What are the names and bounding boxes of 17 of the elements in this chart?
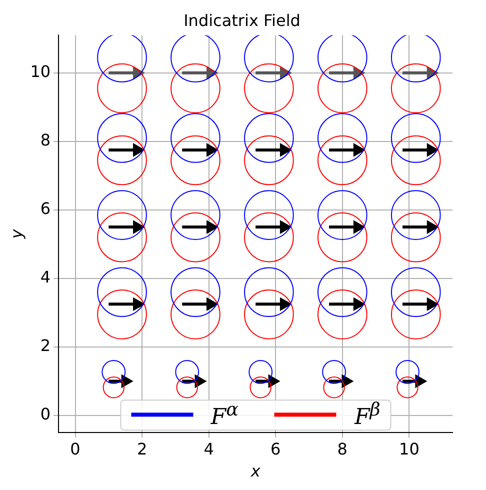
y-axis-title: y bbox=[6, 228, 26, 240]
y-tick-label: 0 bbox=[40, 404, 51, 424]
chart-title: Indicatrix Field bbox=[184, 10, 300, 30]
y-tick-label: 6 bbox=[40, 199, 51, 218]
x-axis-title: x bbox=[250, 462, 261, 481]
x-tick-label: 8 bbox=[337, 439, 348, 458]
x-tick-label: 6 bbox=[270, 439, 281, 458]
y-tick-label: 8 bbox=[40, 130, 51, 150]
x-tick-label: 0 bbox=[70, 439, 80, 458]
legend-label: F$^{α}$ bbox=[210, 399, 238, 430]
y-tick-label: 10 bbox=[30, 62, 51, 82]
x-tick-label: 2 bbox=[136, 439, 148, 458]
x-tick-label: 4 bbox=[204, 439, 214, 458]
x-tick-label: 10 bbox=[399, 439, 420, 458]
y-tick-label: 4 bbox=[40, 268, 51, 287]
legend-label: F$^{β}$ bbox=[354, 399, 380, 430]
y-tick-label: 2 bbox=[40, 336, 51, 356]
